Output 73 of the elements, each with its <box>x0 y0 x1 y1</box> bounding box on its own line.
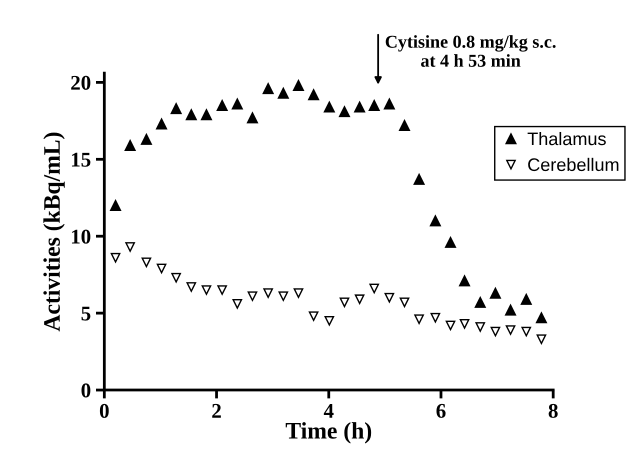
point <box>414 314 424 324</box>
point <box>536 312 547 324</box>
y-tick-label: 20 <box>71 76 90 90</box>
point <box>490 288 501 299</box>
point <box>294 288 304 298</box>
x-tick-label: 2 <box>212 404 221 418</box>
point <box>414 174 425 185</box>
point <box>505 304 516 316</box>
point <box>232 98 243 110</box>
point <box>200 109 212 120</box>
point <box>354 294 364 304</box>
x-tick-label: 6 <box>436 404 446 418</box>
point <box>248 291 258 302</box>
point <box>324 101 335 113</box>
x-axis-title: Time (h) <box>286 422 372 444</box>
point <box>110 200 122 212</box>
point <box>186 282 196 292</box>
point <box>278 88 289 99</box>
point <box>202 285 212 295</box>
point <box>368 100 380 112</box>
point <box>369 284 380 294</box>
point <box>460 319 470 329</box>
point <box>246 112 258 124</box>
point <box>474 296 486 308</box>
point <box>520 294 532 305</box>
point <box>232 299 242 309</box>
point <box>278 291 288 302</box>
y-axis-title: Activities (kBq/mL) <box>43 132 65 332</box>
point <box>400 298 410 308</box>
legend-label: Cerebellum <box>528 158 618 172</box>
y-tick-label: 10 <box>72 230 90 244</box>
point <box>490 326 500 336</box>
point <box>446 320 456 330</box>
y-tick-label: 5 <box>82 306 90 321</box>
point <box>216 100 228 112</box>
legend-label: Thalamus <box>528 132 606 146</box>
point <box>140 134 152 145</box>
point <box>338 106 350 118</box>
point <box>110 252 120 263</box>
point <box>384 98 395 110</box>
point <box>340 298 350 308</box>
point <box>308 89 320 100</box>
point <box>156 118 168 130</box>
point <box>458 275 470 286</box>
y-tick-label: 15 <box>72 152 90 167</box>
point <box>430 215 441 226</box>
point <box>506 325 516 335</box>
point <box>384 292 394 303</box>
point <box>536 334 546 344</box>
point <box>521 326 532 336</box>
x-tick-label: 0 <box>100 404 109 418</box>
point <box>124 140 136 152</box>
point <box>292 80 304 92</box>
x-tick-label: 4 <box>324 404 334 418</box>
point <box>308 311 318 322</box>
y-tick-label: 0 <box>82 383 90 398</box>
point <box>430 312 440 323</box>
point <box>217 285 228 295</box>
point <box>475 322 486 332</box>
point <box>354 101 366 113</box>
text: Cytisine 0.8 mg/kg s.c. at 4 h 53 min <box>386 35 556 67</box>
point <box>171 272 182 283</box>
point <box>186 109 197 120</box>
point <box>263 288 274 298</box>
point <box>444 236 456 248</box>
point <box>324 316 334 326</box>
point <box>262 82 274 94</box>
x-tick-label: 8 <box>548 404 558 418</box>
point <box>170 102 182 114</box>
point <box>398 120 410 132</box>
point <box>156 264 166 274</box>
point <box>142 258 152 268</box>
point <box>125 242 135 252</box>
